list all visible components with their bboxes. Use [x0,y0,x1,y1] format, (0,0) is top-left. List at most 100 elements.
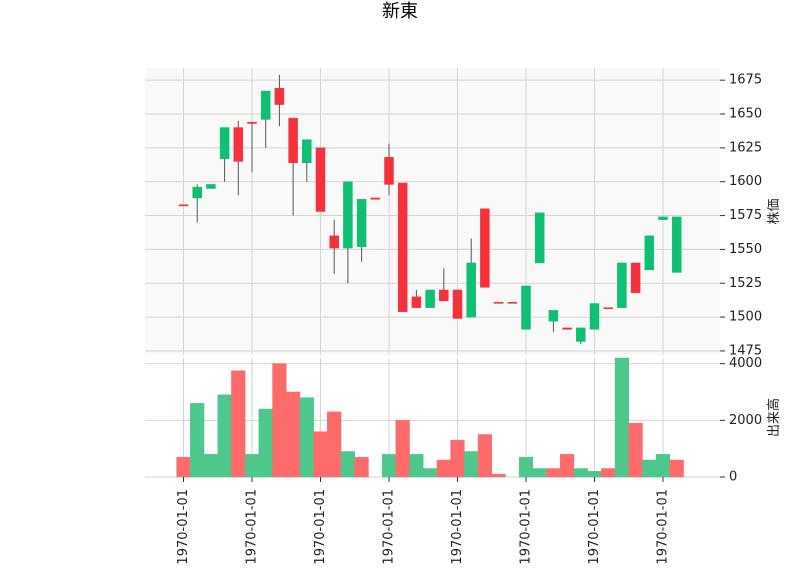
volume-bar [450,439,465,478]
volume-y-tick-label: 4000 [729,356,762,371]
candle-body [356,199,367,247]
candle-body [247,121,257,124]
candle-body [219,127,230,159]
price-y-tick-label: 1600 [729,174,762,189]
price-y-tick-label: 1575 [729,208,762,223]
candle-body [644,235,655,270]
volume-bar [381,454,397,478]
candle-body [370,197,381,200]
volume-bar [327,411,342,478]
volume-bar [272,363,287,478]
candle-body [671,216,682,273]
candle-body [411,296,422,308]
x-tick-label: 1970-01-01 [587,489,602,565]
candle-body [343,181,353,249]
candle-body [521,285,531,330]
price-y-tick-label: 1475 [729,343,762,358]
candle-body [534,212,545,264]
candle-body [493,301,504,304]
volume-bar [477,434,492,478]
volume-bar [546,468,561,478]
volume-y-tick-label: 0 [729,470,737,485]
volume-bar [409,454,424,478]
volume-bar [203,454,219,478]
candle-body [288,117,298,164]
x-tick-label: 1970-01-01 [656,489,671,565]
volume-bar [587,471,602,478]
volume-bar [217,394,232,478]
volume-bar [423,468,438,478]
volume-bar [244,454,260,478]
candle-body [192,186,202,199]
volume-axis-label: 出来高 [766,398,782,437]
candle-body [617,262,627,308]
x-tick-label: 1970-01-01 [382,489,397,565]
candle-body [589,303,600,330]
volume-bar [628,422,643,478]
volume-bar [313,431,328,478]
volume-bar [436,459,451,478]
candle-body [425,289,435,308]
volume-bar [464,451,479,478]
volume-bar [286,391,301,478]
candle-body [603,307,613,310]
price-axis-label: 株価 [767,198,782,224]
volume-bar [340,451,355,478]
volume-bar [231,370,246,478]
price-plot-area [145,68,720,355]
price-y-tick-label: 1650 [729,107,762,122]
volume-bar [532,468,547,478]
volume-bar [299,397,314,478]
candle-body [630,262,641,293]
chart-title: 新東 [382,1,418,22]
volume-panel: 0 2000 4000 [145,356,762,485]
candle-body [507,301,518,304]
x-tick-label: 1970-01-01 [245,489,260,565]
candle-body [233,127,244,162]
volume-bar [395,420,410,478]
candle-body [480,208,490,288]
price-y-tick-label: 1675 [729,73,762,88]
volume-bar [614,357,629,478]
volume-bar [190,403,205,478]
volume-y-tick-label: 2000 [729,413,762,428]
price-y-tick-label: 1525 [729,276,762,291]
candle-body [658,216,668,220]
candle-body [439,289,449,302]
candle-body [178,204,189,207]
volume-bar [491,473,506,478]
candle-body [452,289,463,319]
volume-bar [669,459,684,478]
candle-body [274,88,285,105]
candle-body [302,139,312,164]
candle-body [397,182,408,312]
candle-body [329,235,339,249]
candle-body [576,327,586,342]
x-axis: 1970-01-01 1970-01-01 1970-01-01 1970-01-01… [176,477,671,565]
x-tick-label: 1970-01-01 [450,489,465,565]
volume-bar [601,468,616,478]
price-panel: 1475 1500 1525 1550 1575 1600 1625 1650 1675 [145,68,762,358]
volume-bar [518,456,534,478]
volume-bar [655,454,671,478]
volume-bar [258,408,273,478]
candle-body [548,310,559,322]
volume-bar [354,456,369,478]
volume-bar [560,454,575,478]
price-y-tick-label: 1550 [729,242,762,257]
x-tick-label: 1970-01-01 [313,489,328,565]
candle-body [206,184,216,189]
price-y-tick-label: 1500 [729,310,762,325]
volume-bar [573,468,588,478]
volume-bar [642,459,657,478]
candle-body [562,327,572,330]
candle-body [260,90,271,120]
price-y-tick-label: 1625 [729,140,762,155]
x-tick-label: 1970-01-01 [519,489,534,565]
candle-body [315,147,326,212]
volume-bar [176,456,191,478]
candle-body [384,157,394,185]
x-tick-label: 1970-01-01 [176,489,191,565]
